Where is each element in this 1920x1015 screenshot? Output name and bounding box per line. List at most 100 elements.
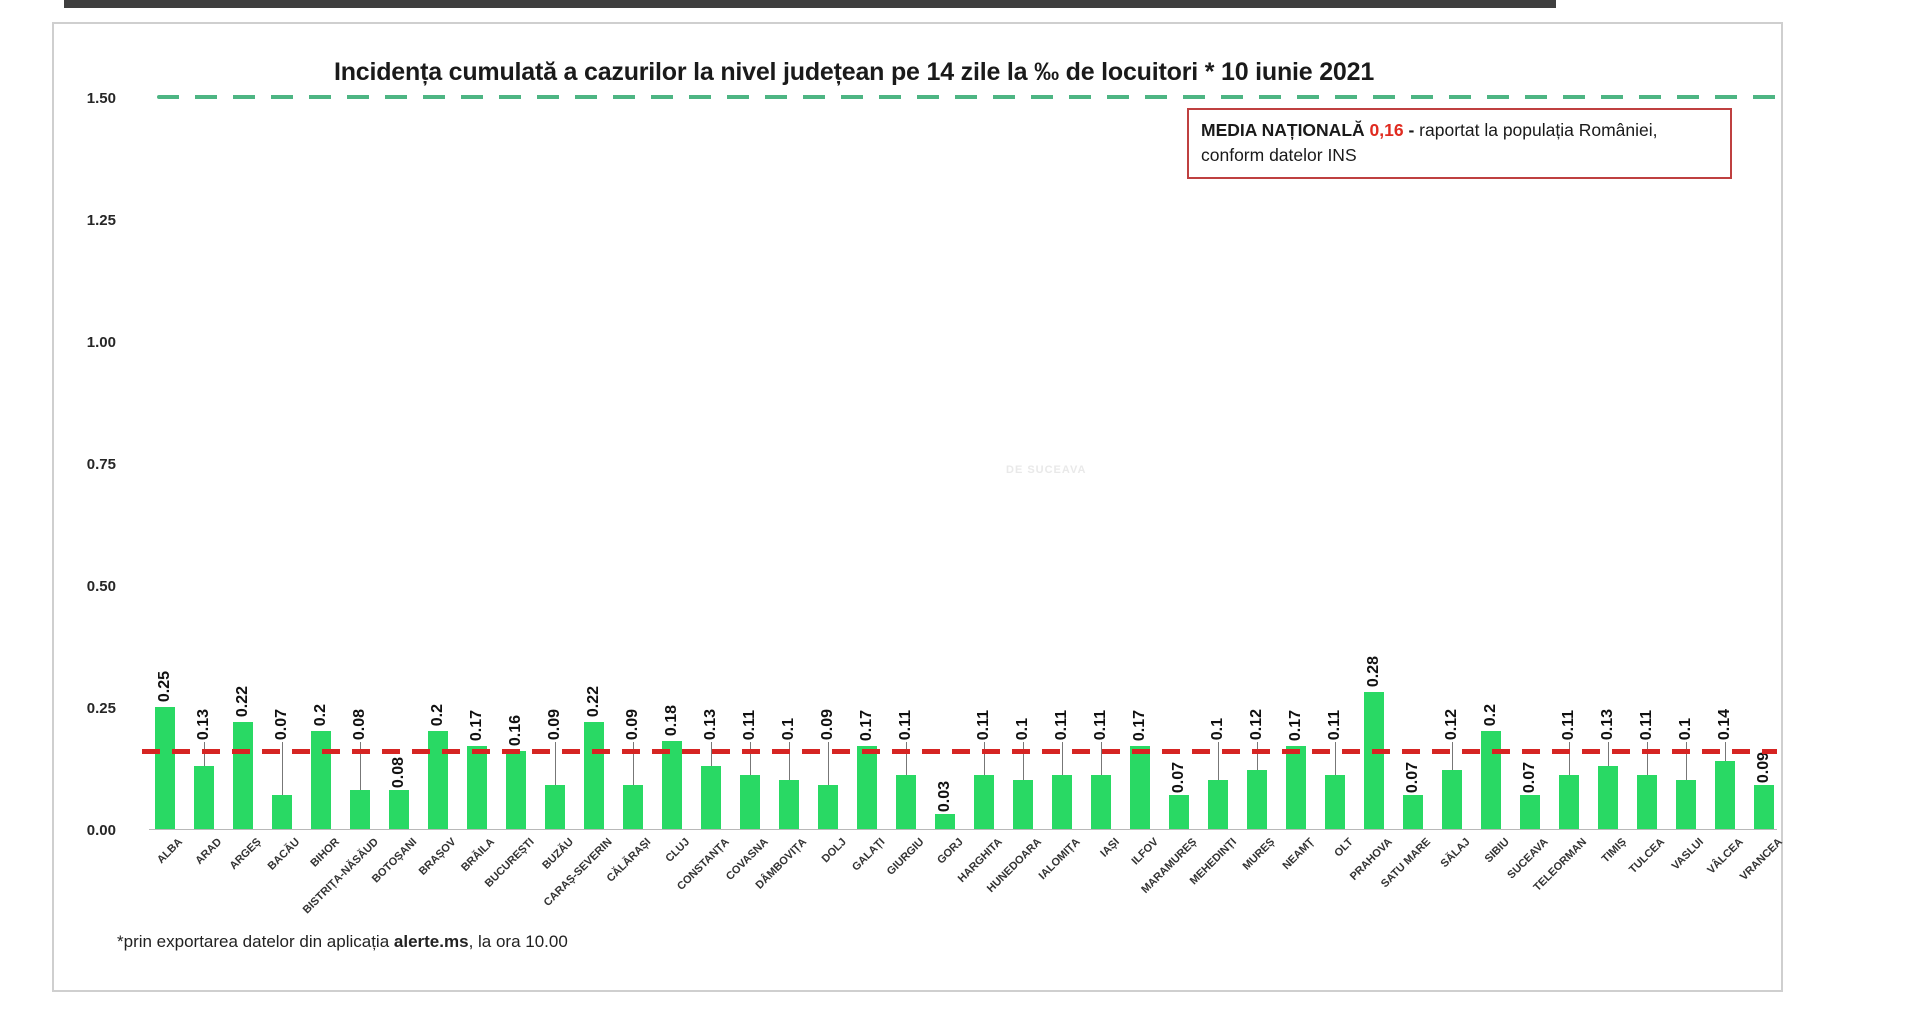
national-average-box: MEDIA NAȚIONALĂ 0,16 - raportat la popul… bbox=[1187, 108, 1732, 179]
bar-value-label: 0.13 bbox=[702, 708, 719, 740]
bar-value-label: 0.18 bbox=[663, 704, 680, 736]
bar-giurgiu bbox=[896, 775, 916, 829]
bar-value-label: 0.17 bbox=[858, 709, 875, 741]
x-axis-label: ARGEȘ bbox=[227, 836, 264, 873]
bar-value-label: 0.22 bbox=[585, 685, 602, 717]
bar-vaslui bbox=[1676, 780, 1696, 829]
bar-covasna bbox=[740, 775, 760, 829]
x-axis-label: OLT bbox=[1332, 836, 1356, 860]
bar-bistrița-năsăud bbox=[350, 790, 370, 829]
value-leader-line bbox=[633, 742, 634, 785]
bar-value-label: 0.2 bbox=[429, 703, 446, 726]
bar-value-label: 0.14 bbox=[1716, 708, 1733, 740]
bar-value-label: 0.11 bbox=[1638, 709, 1655, 740]
bar-value-label: 0.28 bbox=[1365, 655, 1382, 687]
y-tick-label: 1.00 bbox=[86, 334, 116, 351]
x-axis-label: BISTRIȚA-NĂSĂUD bbox=[300, 836, 381, 917]
national-average-value: 0,16 bbox=[1369, 120, 1404, 140]
x-axis-label: BUZĂU bbox=[539, 836, 576, 872]
y-tick-label: 0.50 bbox=[86, 578, 116, 595]
bar-teleorman bbox=[1559, 775, 1579, 829]
bar-value-label: 0.09 bbox=[624, 708, 641, 740]
value-leader-line bbox=[906, 742, 907, 775]
bar-bucurești bbox=[506, 751, 526, 829]
x-axis-label: BIHOR bbox=[307, 836, 342, 870]
value-leader-line bbox=[1569, 742, 1570, 775]
x-axis-label: TIMIȘ bbox=[1599, 836, 1629, 866]
x-axis-label: BRĂILA bbox=[459, 836, 498, 874]
bar-hunedoara bbox=[1013, 780, 1033, 829]
value-leader-line bbox=[789, 742, 790, 780]
x-axis-label: BACĂU bbox=[265, 836, 303, 873]
bar-dâmbovița bbox=[779, 780, 799, 829]
bar-tulcea bbox=[1637, 775, 1657, 829]
x-axis-label: TULCEA bbox=[1627, 836, 1668, 877]
bar-buzău bbox=[545, 785, 565, 829]
bar-călărași bbox=[623, 785, 643, 829]
value-leader-line bbox=[711, 742, 712, 766]
x-axis-label: CLUJ bbox=[663, 836, 693, 865]
bar-value-label: 0.1 bbox=[1014, 717, 1031, 740]
bar-value-label: 0.16 bbox=[507, 714, 524, 746]
x-axis-label: SIBIU bbox=[1482, 836, 1512, 866]
y-tick-label: 1.50 bbox=[86, 90, 116, 107]
y-tick-label: 0.25 bbox=[86, 700, 116, 717]
x-axis-label: NEAMȚ bbox=[1280, 836, 1317, 873]
value-leader-line bbox=[1257, 742, 1258, 770]
bar-value-label: 0.11 bbox=[741, 709, 758, 740]
bar-brașov bbox=[428, 731, 448, 829]
bar-value-label: 0.11 bbox=[1053, 709, 1070, 740]
bar-value-label: 0.03 bbox=[936, 780, 953, 812]
national-average-separator: - bbox=[1408, 120, 1415, 140]
bar-botoșani bbox=[389, 790, 409, 829]
bar-value-label: 0.25 bbox=[156, 670, 173, 702]
bar-value-label: 0.13 bbox=[195, 708, 212, 740]
national-average-label: MEDIA NAȚIONALĂ bbox=[1201, 120, 1365, 140]
y-tick-label: 0.00 bbox=[86, 822, 116, 839]
chart-title: Incidența cumulată a cazurilor la nivel … bbox=[333, 58, 1375, 86]
value-leader-line bbox=[1218, 742, 1219, 780]
x-axis-label: VASLUI bbox=[1670, 836, 1707, 873]
value-leader-line bbox=[1335, 742, 1336, 775]
bar-value-label: 0.17 bbox=[468, 709, 485, 741]
value-leader-line bbox=[1608, 742, 1609, 766]
x-axis-label: GORJ bbox=[934, 836, 966, 867]
value-leader-line bbox=[1062, 742, 1063, 775]
footnote: *prin exportarea datelor din aplicația a… bbox=[117, 932, 568, 952]
value-leader-line bbox=[1452, 742, 1453, 770]
value-leader-line bbox=[1647, 742, 1648, 775]
bar-value-label: 0.2 bbox=[312, 703, 329, 726]
bar-value-label: 0.13 bbox=[1599, 708, 1616, 740]
x-axis-label: VÂLCEA bbox=[1705, 836, 1746, 877]
bar-constanța bbox=[701, 766, 721, 829]
x-axis-label: ILFOV bbox=[1129, 836, 1161, 868]
national-average-line bbox=[142, 749, 1777, 754]
bar-alba bbox=[155, 707, 175, 829]
value-leader-line bbox=[1023, 742, 1024, 780]
x-axis-label: BRAȘOV bbox=[416, 836, 459, 878]
value-leader-line bbox=[1686, 742, 1687, 780]
value-leader-line bbox=[204, 742, 205, 766]
bar-value-label: 0.12 bbox=[1443, 708, 1460, 740]
value-leader-line bbox=[828, 742, 829, 785]
bar-value-label: 0.07 bbox=[1404, 761, 1421, 793]
bar-iași bbox=[1091, 775, 1111, 829]
cropped-header-strip bbox=[64, 0, 1556, 8]
chart-panel: Incidența cumulată a cazurilor la nivel … bbox=[52, 22, 1784, 992]
bar-value-label: 0.09 bbox=[546, 708, 563, 740]
bar-value-label: 0.17 bbox=[1287, 709, 1304, 741]
bar-galați bbox=[857, 746, 877, 829]
bar-sălaj bbox=[1442, 770, 1462, 829]
bar-value-label: 0.08 bbox=[390, 756, 407, 788]
bar-value-label: 0.2 bbox=[1482, 703, 1499, 726]
x-axis-line bbox=[149, 829, 1777, 830]
bar-caraș-severin bbox=[584, 722, 604, 829]
x-axis-label: DOLJ bbox=[819, 836, 849, 866]
watermark: DE SUCEAVA bbox=[1006, 464, 1087, 476]
bar-arad bbox=[194, 766, 214, 829]
value-leader-line bbox=[1101, 742, 1102, 775]
bar-neamț bbox=[1286, 746, 1306, 829]
x-axis-label: CARAȘ-SEVERIN bbox=[541, 836, 615, 909]
bar-value-label: 0.17 bbox=[1131, 709, 1148, 741]
x-axis-label: ALBA bbox=[155, 836, 186, 867]
